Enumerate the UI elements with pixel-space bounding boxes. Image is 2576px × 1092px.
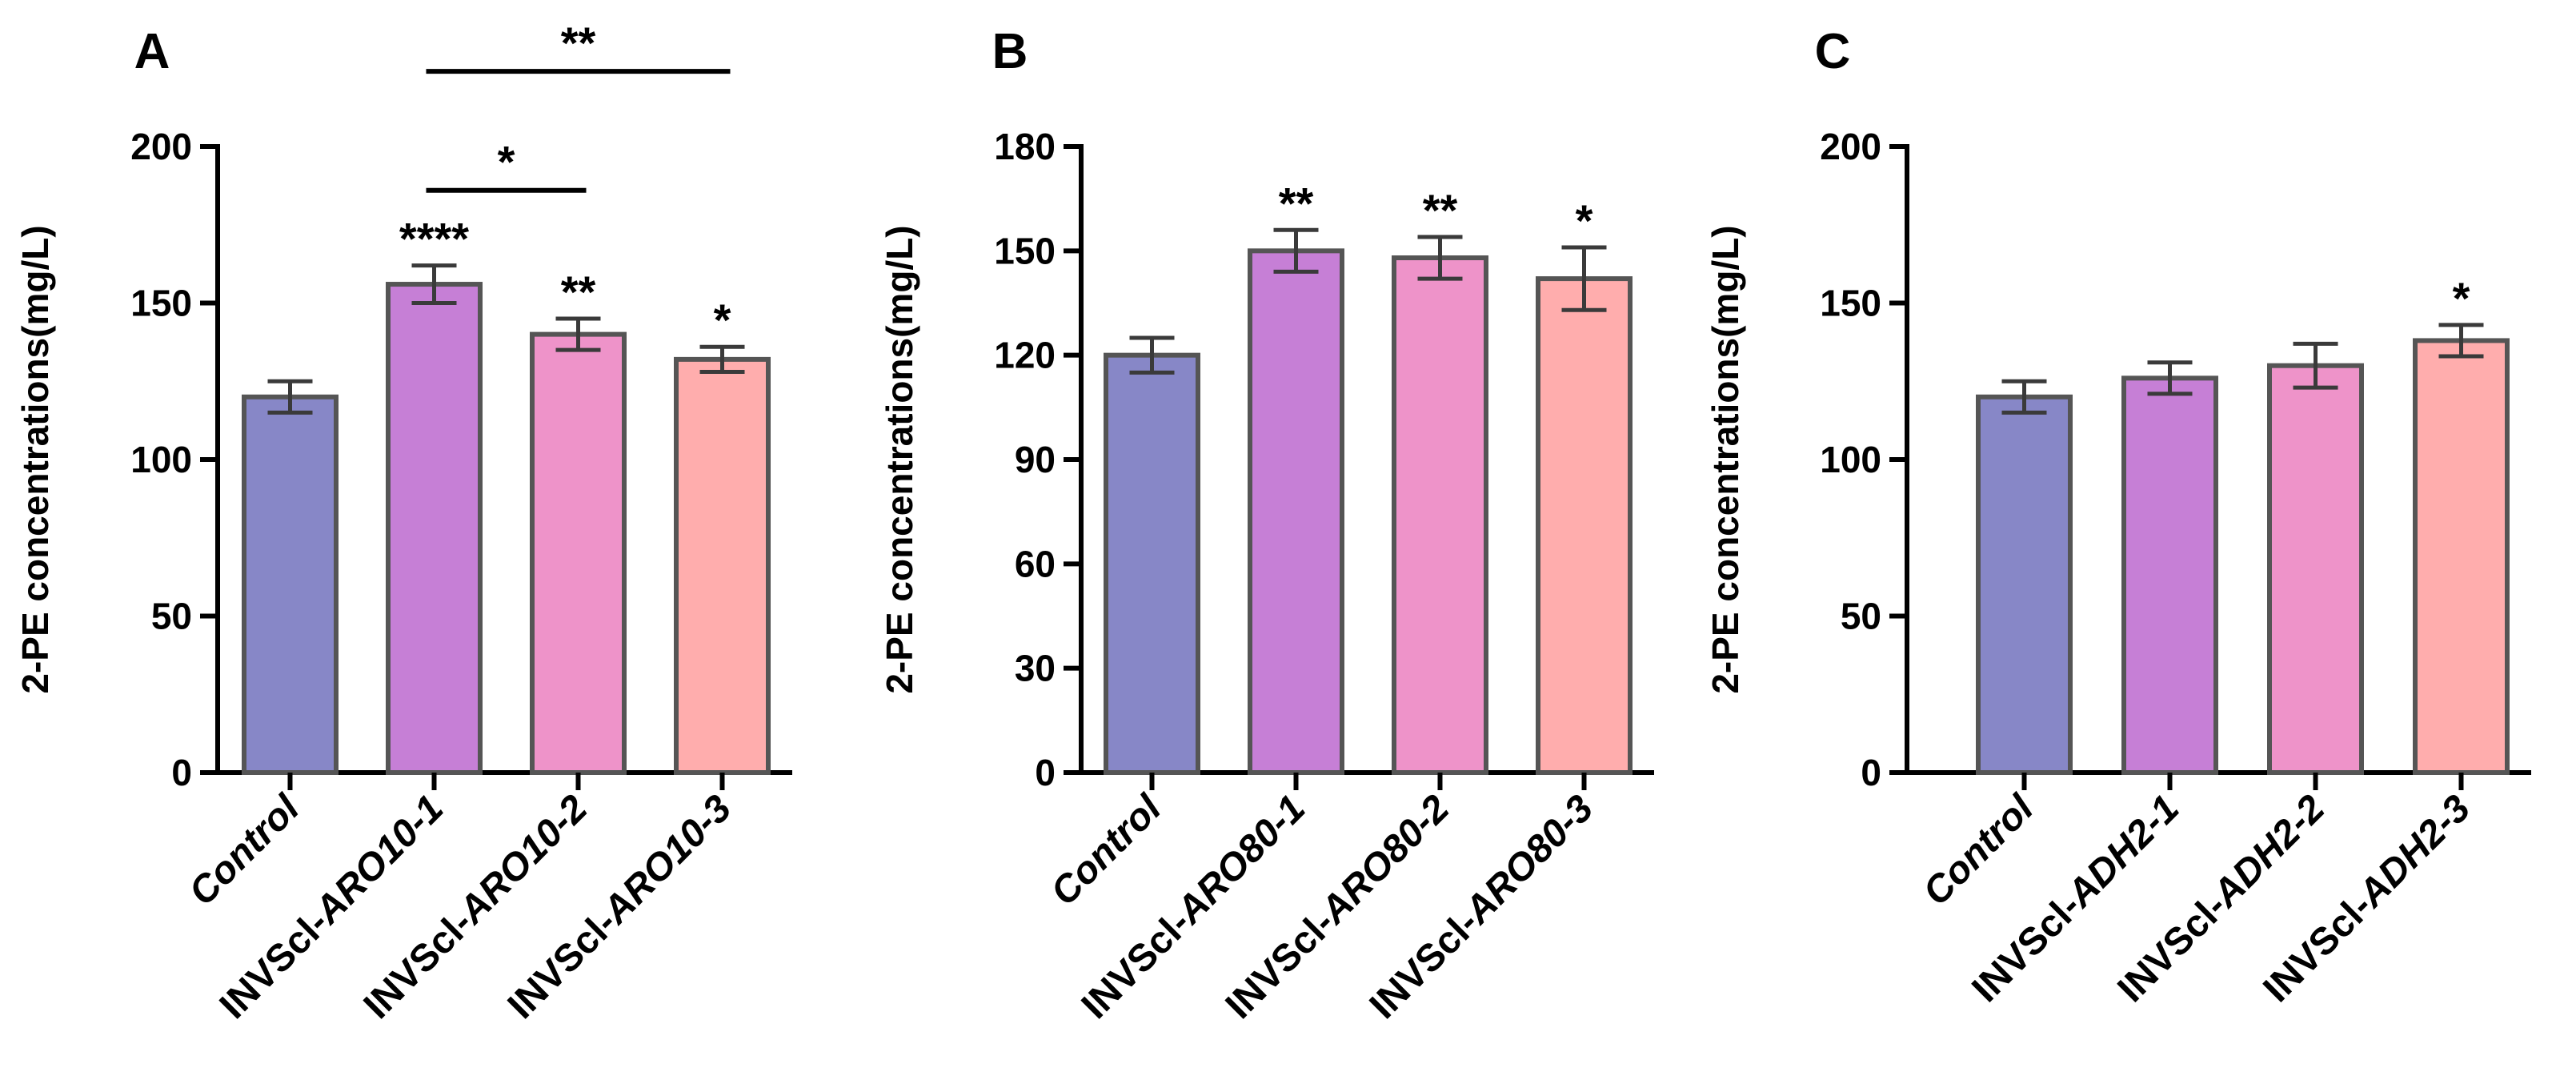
y-tick-label: 100 (1820, 439, 1881, 480)
comparison-label: ** (561, 18, 596, 68)
bar (1976, 394, 2073, 775)
category-gene: ARO80-2 (1312, 787, 1458, 933)
category-label: Control (1043, 786, 1170, 913)
category-prefix: INVScl- (500, 902, 625, 1027)
y-tick-label: 60 (1015, 543, 1056, 584)
panel-letter: C (1815, 24, 1851, 79)
panel-letter: A (134, 24, 170, 79)
y-tick-label: 120 (994, 335, 1056, 376)
y-tick-label: 150 (1820, 283, 1881, 324)
significance-label: ** (1279, 178, 1314, 228)
chart-panel-a: A 2-PE concentrations(mg/L) 0 50 100 150 200 Co… (14, 18, 792, 1027)
category-prefix: INVScl- (1964, 885, 2089, 1010)
bar (1248, 248, 1344, 776)
significance-label: * (714, 295, 731, 345)
category-gene: ADH2-1 (2058, 787, 2187, 916)
bar (674, 356, 771, 775)
category-gene: ARO80-3 (1456, 787, 1602, 933)
y-axis-label: 2-PE concentrations(mg/L) (1705, 225, 1746, 693)
panel-letter: B (992, 24, 1028, 79)
category-gene: ARO10-3 (595, 787, 740, 933)
significance-label: **** (399, 214, 469, 264)
y-tick-label: 0 (1861, 752, 1881, 793)
y-tick-label: 90 (1015, 439, 1056, 480)
bar (2267, 363, 2364, 775)
category-prefix: INVScl- (1074, 902, 1199, 1027)
y-tick-label: 50 (151, 596, 192, 637)
y-tick-label: 50 (1841, 596, 1881, 637)
category-label: Control (1915, 786, 2042, 913)
bar (2121, 375, 2218, 775)
bar (386, 282, 483, 776)
category-prefix: INVScl- (1218, 902, 1343, 1027)
y-tick-label: 150 (130, 283, 192, 324)
y-tick-label: 200 (130, 126, 192, 167)
y-axis-label: 2-PE concentrations(mg/L) (879, 225, 920, 693)
bar (1392, 255, 1488, 775)
y-axis-label: 2-PE concentrations(mg/L) (14, 225, 56, 693)
bar (1536, 276, 1633, 776)
chart-panel-b: B 2-PE concentrations(mg/L) 0 30 60 90 120 150 1… (879, 24, 1654, 1027)
significance-label: ** (1423, 185, 1458, 235)
category-prefix: INVScl- (1362, 902, 1487, 1027)
category-gene: ARO80-1 (1168, 787, 1314, 933)
category-gene: ARO10-1 (306, 787, 452, 933)
bar (530, 331, 627, 776)
category-prefix: INVScl- (356, 902, 481, 1027)
significance-label: * (1576, 195, 1593, 246)
y-tick-label: 200 (1820, 126, 1881, 167)
category-prefix: INVScl- (2109, 885, 2234, 1010)
significance-label: ** (561, 267, 596, 317)
y-tick-label: 30 (1015, 648, 1056, 689)
y-tick-label: 100 (130, 439, 192, 480)
category-gene: ADH2-2 (2204, 787, 2333, 916)
significance-label: * (2453, 273, 2470, 323)
chart-panel-c: C 2-PE concentrations(mg/L) 0 50 100 150 200 Co… (1705, 24, 2531, 1010)
category-label: Control (181, 786, 308, 913)
y-tick-label: 0 (171, 752, 192, 793)
y-tick-label: 180 (994, 126, 1056, 167)
category-prefix: INVScl- (212, 902, 337, 1027)
y-tick-label: 0 (1035, 752, 1056, 793)
category-prefix: INVScl- (2255, 885, 2380, 1010)
bar (2413, 338, 2510, 776)
category-gene: ARO10-2 (451, 787, 596, 933)
comparison-label: * (498, 137, 515, 187)
y-tick-label: 150 (994, 230, 1056, 271)
bar (242, 394, 339, 775)
bar (1104, 352, 1200, 775)
category-gene: ADH2-3 (2350, 787, 2478, 916)
